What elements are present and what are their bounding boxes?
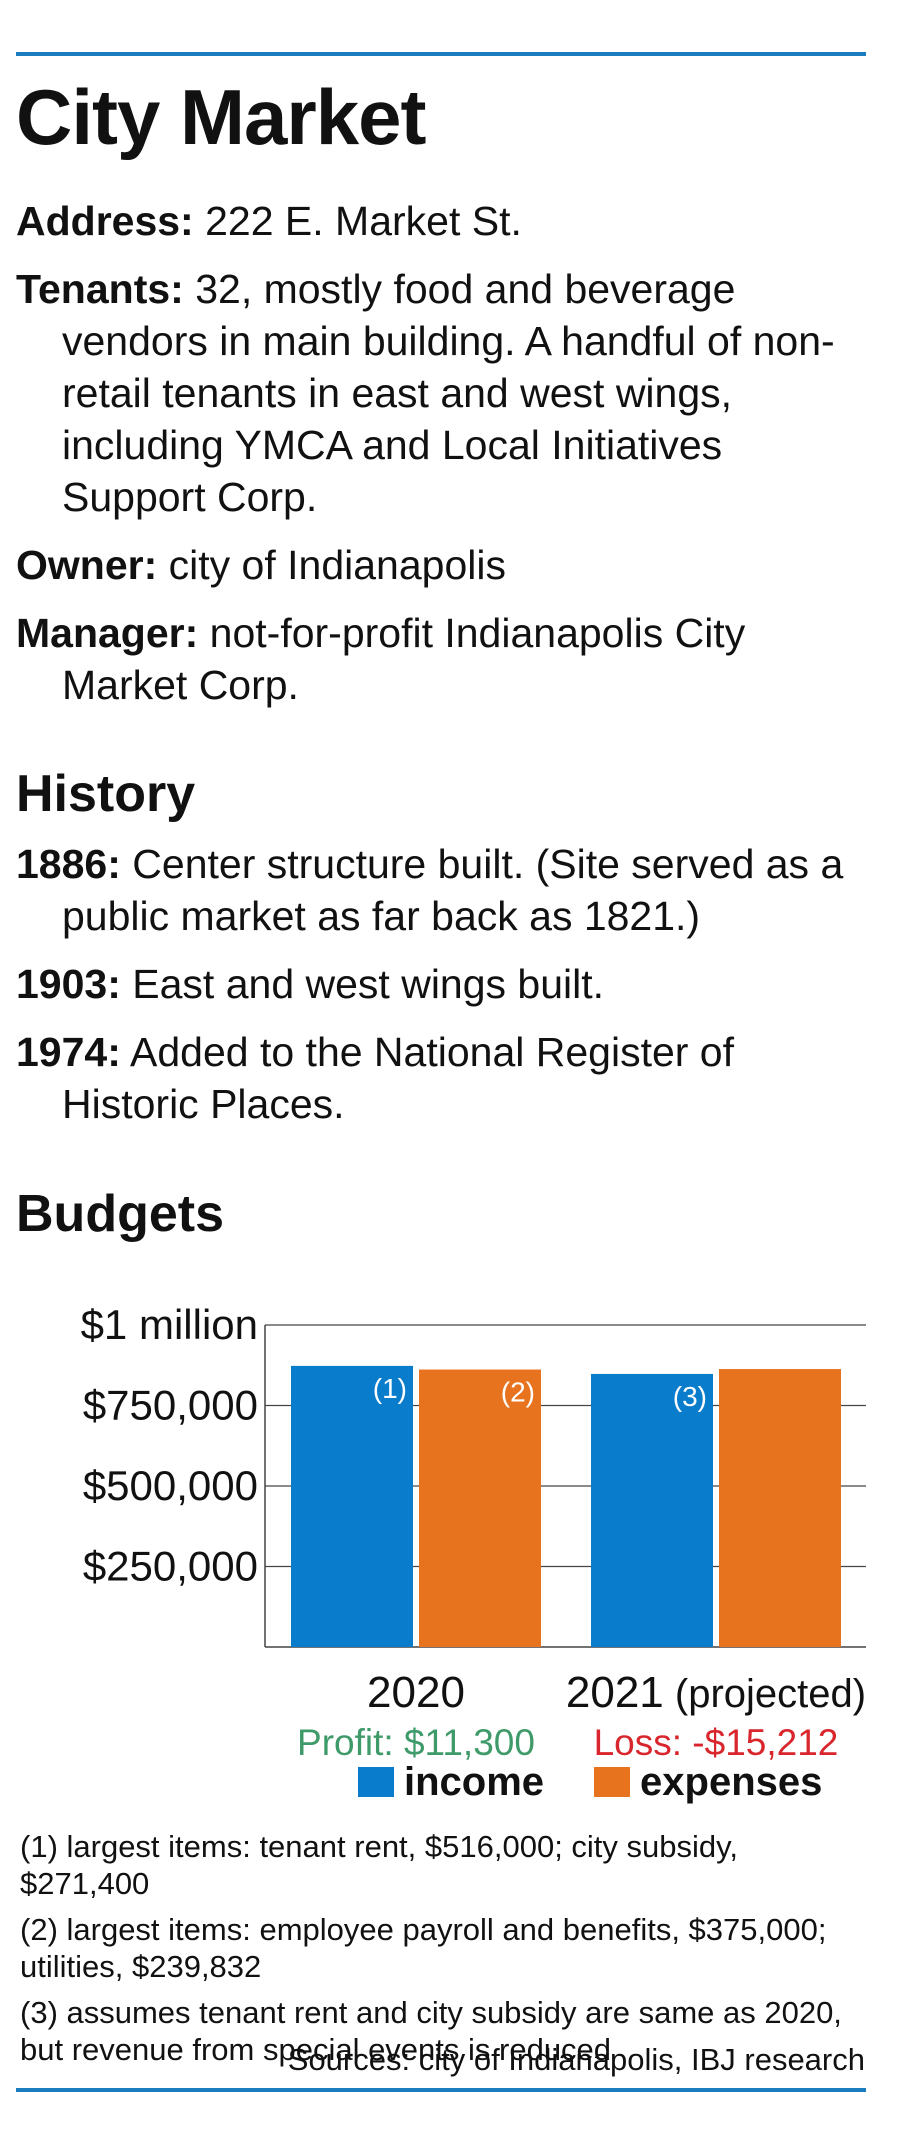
fact-label: Tenants:: [16, 266, 184, 312]
y-tick-label: $500,000: [83, 1462, 258, 1509]
fact-label: Address:: [16, 198, 194, 244]
chart-legend: income expenses: [358, 1760, 872, 1804]
bar-footnote-marker: (1): [373, 1373, 407, 1404]
x-tick-label: 2021 (projected): [566, 1668, 866, 1717]
x-tick-suffix: (projected): [664, 1672, 866, 1716]
bar-expenses-2020: [419, 1369, 541, 1647]
footnote: (1) largest items: tenant rent, $516,000…: [20, 1829, 738, 1901]
fact-address: Address: 222 E. Market St.: [16, 195, 876, 247]
bottom-rule: [16, 2088, 866, 2092]
footnote: (2) largest items: employee payroll and …: [20, 1912, 827, 1984]
history-text: Center structure built. (Site served as …: [62, 841, 844, 939]
bar-income-2020: [291, 1365, 413, 1647]
history-item: 1903: East and west wings built.: [16, 958, 876, 1010]
history-heading: History: [16, 765, 196, 823]
y-tick-label: $750,000: [83, 1382, 258, 1429]
chart-annotation: Profit: $11,300: [297, 1722, 535, 1763]
fact-value: 32, mostly food and beverage vendors in …: [62, 266, 835, 520]
fact-owner: Owner: city of Indianapolis: [16, 539, 876, 591]
fact-value: not-for-profit Indianapolis City Market …: [62, 610, 746, 708]
footnote: (3) assumes tenant rent and city subsidy…: [20, 1995, 842, 2067]
y-tick-label: $1 million: [81, 1301, 258, 1348]
legend-label: expenses: [640, 1759, 823, 1804]
facts-list: Address: 222 E. Market St. Tenants: 32, …: [16, 195, 876, 727]
fact-label: Manager:: [16, 610, 199, 656]
source-credit: Sources: city of Indianapolis, IBJ resea…: [287, 2042, 865, 2077]
y-tick-label: $250,000: [83, 1543, 258, 1590]
fact-value: 222 E. Market St.: [205, 198, 522, 244]
budgets-heading: Budgets: [16, 1185, 224, 1243]
history-item: 1886: Center structure built. (Site serv…: [16, 838, 876, 942]
bar-expenses-2021: [719, 1369, 841, 1647]
history-year: 1974:: [16, 1029, 121, 1075]
legend-item-income: income: [358, 1760, 544, 1805]
fact-label: Owner:: [16, 542, 158, 588]
history-text: Added to the National Register of Histor…: [62, 1029, 735, 1127]
legend-swatch-income: [358, 1767, 394, 1797]
legend-item-expenses: expenses: [594, 1760, 822, 1805]
fact-tenants: Tenants: 32, mostly food and beverage ve…: [16, 263, 876, 523]
footnotes: (1) largest items: tenant rent, $516,000…: [20, 1828, 870, 2077]
bar-footnote-marker: (2): [501, 1377, 535, 1408]
history-year: 1903:: [16, 961, 121, 1007]
history-list: 1886: Center structure built. (Site serv…: [16, 838, 876, 1146]
page-title: City Market: [16, 73, 426, 161]
fact-manager: Manager: not-for-profit Indianapolis Cit…: [16, 607, 876, 711]
top-rule: [16, 52, 866, 56]
budget-bar-chart: $250,000 $500,000 $750,000 $1 million (1) (2)…: [81, 1301, 867, 1763]
bar-footnote-marker: (3): [673, 1381, 707, 1412]
fact-value: city of Indianapolis: [168, 542, 506, 588]
history-text: East and west wings built.: [132, 961, 605, 1007]
history-year: 1886:: [16, 841, 121, 887]
x-tick-label: 2020: [367, 1668, 465, 1717]
chart-annotation: Loss: -$15,212: [594, 1722, 839, 1763]
bar-income-2021: [591, 1373, 713, 1647]
legend-label: income: [404, 1759, 545, 1804]
legend-swatch-expenses: [594, 1767, 631, 1797]
history-item: 1974: Added to the National Register of …: [16, 1026, 876, 1130]
